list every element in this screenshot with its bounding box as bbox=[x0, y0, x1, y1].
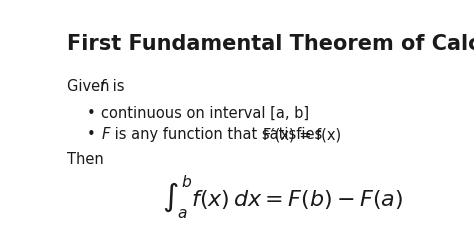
Text: •: • bbox=[87, 127, 96, 142]
Text: continuous on interval [a, b]: continuous on interval [a, b] bbox=[101, 105, 310, 121]
Text: f: f bbox=[100, 79, 106, 94]
Text: F: F bbox=[101, 127, 110, 142]
Text: is any function that satisfies: is any function that satisfies bbox=[110, 127, 327, 142]
Text: Then: Then bbox=[66, 152, 103, 167]
Text: Given: Given bbox=[66, 79, 114, 94]
Text: F′(x) = f(x): F′(x) = f(x) bbox=[263, 127, 341, 142]
Text: •: • bbox=[87, 105, 96, 121]
Text: First Fundamental Theorem of Calculus: First Fundamental Theorem of Calculus bbox=[66, 34, 474, 54]
Text: is: is bbox=[108, 79, 125, 94]
Text: $\int_{a}^{b} f(x)\,dx = F(b) - F(a)$: $\int_{a}^{b} f(x)\,dx = F(b) - F(a)$ bbox=[162, 174, 403, 222]
